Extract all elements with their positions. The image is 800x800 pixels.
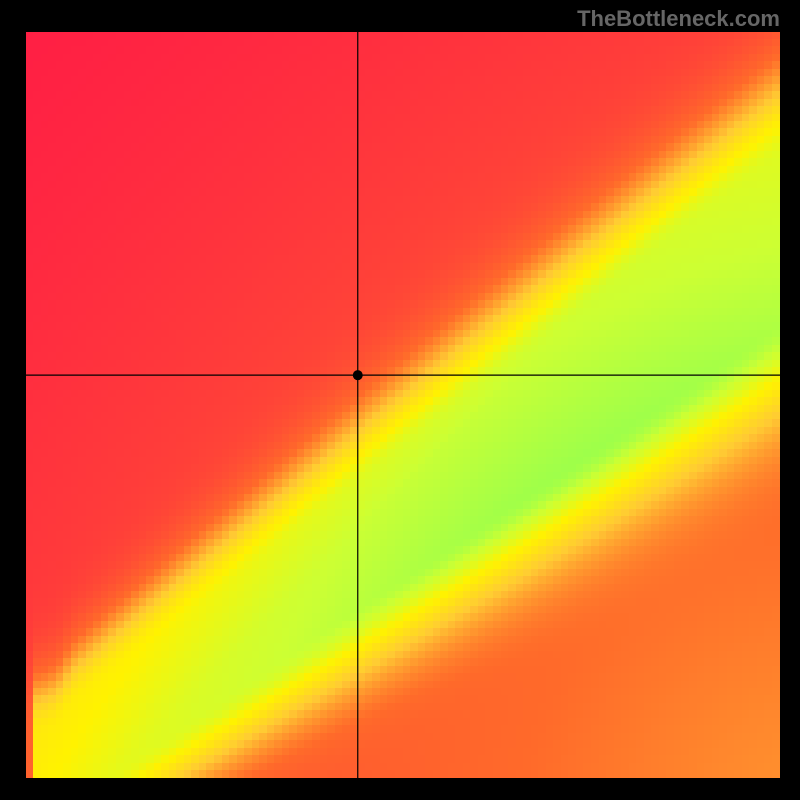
heatmap-canvas	[26, 32, 780, 778]
chart-container: TheBottleneck.com	[0, 0, 800, 800]
watermark-text: TheBottleneck.com	[577, 6, 780, 32]
